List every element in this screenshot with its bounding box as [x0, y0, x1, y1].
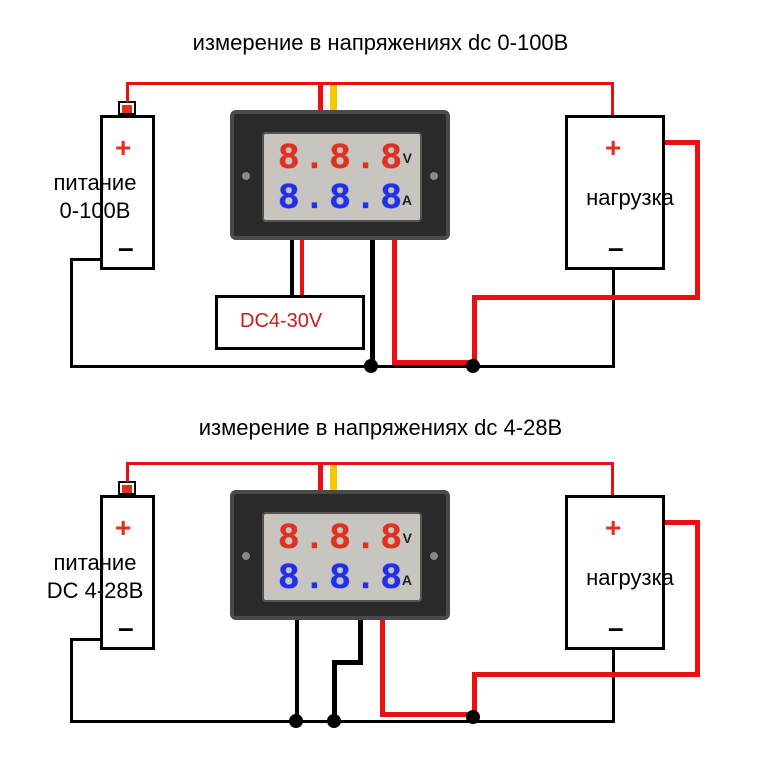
volt-digits: 8.8.8 — [278, 138, 406, 179]
wire-red — [318, 462, 323, 490]
wire-black — [290, 240, 294, 295]
minus-symbol: – — [118, 232, 134, 264]
screw-icon — [242, 172, 250, 180]
wire-red — [665, 140, 700, 145]
plus-symbol: + — [605, 512, 621, 544]
wire-black — [70, 258, 100, 261]
volt-digits: 8.8.8 — [278, 518, 406, 559]
wire-red — [126, 82, 614, 85]
minus-symbol: – — [118, 612, 134, 644]
title-top: измерение в напряжениях dc 0-100В — [0, 30, 761, 56]
amp-unit-icon: A — [402, 572, 412, 588]
node-icon — [466, 359, 480, 373]
minus-symbol: – — [608, 612, 624, 644]
amp-digits: 8.8.8 — [278, 178, 406, 219]
screw-icon — [430, 172, 438, 180]
plus-symbol: + — [115, 512, 131, 544]
title-bottom: измерение в напряжениях dc 4-28В — [0, 415, 761, 441]
wire-red — [472, 295, 477, 365]
meter-screen: 8.8.8 V 8.8.8 A — [262, 512, 422, 602]
wire-red — [665, 520, 700, 525]
wire-red — [695, 140, 700, 300]
minus-symbol: – — [608, 232, 624, 264]
wire-red — [380, 620, 385, 717]
wire-red — [472, 672, 700, 677]
wire-black — [295, 620, 299, 723]
wire-red — [695, 520, 700, 677]
power-label-top-2: 0-100В — [35, 198, 155, 223]
wire-red — [380, 712, 477, 717]
wire-yellow — [330, 465, 337, 490]
meter-screen: 8.8.8 V 8.8.8 A — [262, 132, 422, 222]
amp-unit-icon: A — [402, 192, 412, 208]
battery-cap-fill-icon — [122, 105, 132, 113]
wire-red — [392, 360, 477, 365]
node-icon — [466, 710, 480, 724]
wire-black — [612, 270, 615, 368]
wire-yellow — [330, 85, 337, 110]
node-icon — [327, 714, 341, 728]
wire-red — [318, 82, 323, 110]
wire-red — [126, 462, 129, 482]
wire-black — [70, 638, 100, 641]
wire-red — [392, 240, 397, 365]
battery-cap-fill-icon — [122, 485, 132, 493]
wire-black — [70, 638, 73, 723]
screw-icon — [430, 552, 438, 560]
meter-top: 8.8.8 V 8.8.8 A — [230, 110, 450, 240]
wire-black — [70, 365, 615, 368]
screw-icon — [242, 552, 250, 560]
load-label-top: нагрузка — [540, 185, 720, 210]
power-label-bottom-1: питание — [25, 550, 165, 575]
wire-black — [70, 720, 615, 723]
meter-bottom: 8.8.8 V 8.8.8 A — [230, 490, 450, 620]
wire-red — [611, 462, 614, 495]
amp-digits: 8.8.8 — [278, 558, 406, 599]
plus-symbol: + — [605, 132, 621, 164]
wire-red — [611, 82, 614, 115]
wire-red — [300, 240, 304, 295]
aux-supply-label: DC4-30V — [240, 310, 322, 333]
plus-symbol: + — [115, 132, 131, 164]
wire-red — [472, 295, 700, 300]
wire-black — [358, 620, 363, 665]
volt-unit-icon: V — [403, 530, 412, 546]
wire-black — [370, 240, 375, 368]
node-icon — [364, 359, 378, 373]
volt-unit-icon: V — [403, 150, 412, 166]
wire-black — [612, 650, 615, 723]
node-icon — [289, 714, 303, 728]
wire-red — [126, 462, 614, 465]
wire-red — [126, 82, 129, 102]
wire-black — [70, 258, 73, 368]
power-label-bottom-2: DC 4-28В — [25, 578, 165, 603]
load-label-bottom: нагрузка — [540, 565, 720, 590]
power-label-top-1: питание — [35, 170, 155, 195]
